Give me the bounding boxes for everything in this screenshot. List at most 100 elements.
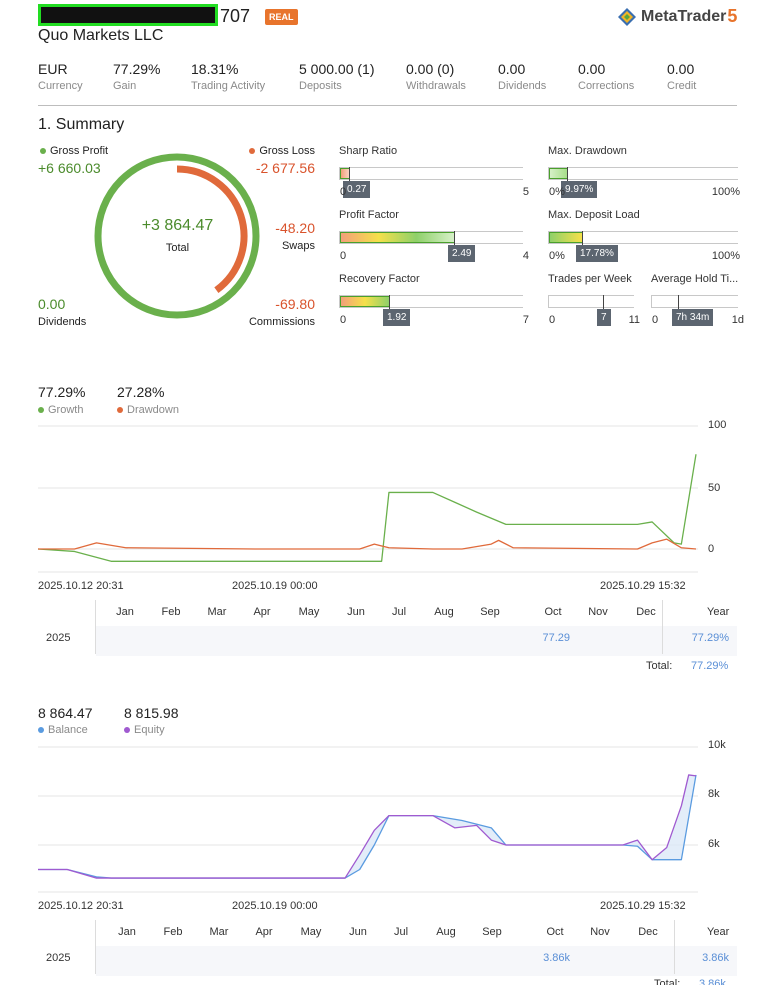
- growth_chart-month-feb: Feb: [161, 606, 181, 618]
- trades_week-value-tag: 7: [597, 309, 611, 326]
- recovery-min: 0: [340, 314, 347, 326]
- balance_chart-month-jun: Jun: [349, 926, 367, 938]
- sharp-min: 0: [340, 186, 347, 198]
- growth-value: 77.29%: [38, 384, 86, 400]
- balance_chart-oct-value: 3.86k: [543, 952, 570, 964]
- trades_week-label: Trades per Week: [548, 273, 632, 285]
- balance_chart-month-jul: Jul: [393, 926, 409, 938]
- balance-legend: Balance: [38, 724, 88, 736]
- balance_chart-month-aug: Aug: [436, 926, 456, 938]
- balance-legend-label: Balance: [48, 724, 88, 736]
- stat-label-1: Gain: [113, 80, 137, 92]
- total-value: +3 864.47: [141, 217, 214, 234]
- growth_chart-oct-value: 77.29: [542, 632, 570, 644]
- drawdown-marker: [567, 167, 568, 189]
- hold_time-label: Average Hold Ti...: [651, 273, 738, 285]
- balance-total-value: 3.86k: [699, 978, 726, 985]
- profit_factor-track: [339, 231, 523, 244]
- trades_week-marker: [603, 295, 604, 317]
- deposit_load-min: 0%: [549, 250, 565, 262]
- hold_time-marker: [678, 295, 679, 317]
- balance-svg-fill-area: [38, 774, 696, 879]
- balance_chart-year-header: Year: [707, 926, 730, 938]
- metatrader-logo-text: MetaTrader: [641, 7, 727, 25]
- stat-value-3: 5 000.00 (1): [299, 61, 375, 77]
- balance_chart-month-oct: Oct: [546, 926, 564, 938]
- balance-svg-series-balance: [38, 774, 697, 879]
- total-label: Total: [165, 242, 190, 254]
- stats-divider: [38, 105, 737, 106]
- hold_time-value-tag: 7h 34m: [672, 309, 714, 326]
- sharp-value-tag: 0.27: [343, 181, 371, 198]
- drawdown-legend-label: Drawdown: [127, 404, 179, 416]
- gross-loss-label: Gross Loss: [259, 145, 315, 157]
- recovery-marker: [389, 295, 390, 317]
- growth_chart-month-mar: Mar: [207, 606, 227, 618]
- profit_factor-fill: [340, 232, 455, 243]
- hold_time-track: [651, 295, 738, 308]
- balance-total-label: Total:: [654, 978, 681, 985]
- commissions-value: -69.80: [275, 296, 315, 312]
- growth_chart-year-header: Year: [707, 606, 730, 618]
- growth-legend-label: Growth: [48, 404, 84, 416]
- gross-loss-legend: Gross Loss: [249, 145, 315, 157]
- stat-value-4: 0.00 (0): [406, 61, 455, 77]
- account-number-suffix: 707: [220, 6, 251, 26]
- growth_chart-month-aug: Aug: [434, 606, 454, 618]
- account-type-badge: REAL: [265, 9, 298, 25]
- balance_chart-divider-left: [95, 920, 96, 974]
- recovery-fill: [340, 296, 390, 307]
- dividends-label: Dividends: [38, 316, 87, 328]
- swaps-label: Swaps: [281, 240, 315, 252]
- balance_chart-month-may: May: [300, 926, 322, 938]
- drawdown-value: 27.28%: [117, 384, 165, 400]
- recovery-track: [339, 295, 523, 308]
- growth-xlabel-start: 2025.10.12 20:31: [38, 580, 124, 592]
- profit_factor-marker: [454, 231, 455, 253]
- loss-arc: [176, 165, 248, 294]
- drawdown-track: [548, 167, 738, 180]
- redacted-account-number: [38, 4, 218, 26]
- dividends-value: 0.00: [38, 296, 66, 312]
- recovery-value-tag: 1.92: [383, 309, 411, 326]
- deposit_load-marker: [582, 231, 583, 253]
- drawdown-max: 100%: [711, 186, 740, 198]
- stat-value-2: 18.31%: [191, 61, 239, 77]
- gross-profit-value: +6 660.03: [38, 160, 101, 176]
- balance-value: 8 864.47: [38, 705, 93, 721]
- balance-chart: [38, 746, 698, 893]
- trades_week-track: [548, 295, 634, 308]
- growth-total-value: 77.29%: [691, 660, 729, 672]
- growth_chart-divider-left: [95, 600, 96, 654]
- swaps-value: -48.20: [275, 220, 315, 236]
- balance_chart-month-dec: Dec: [638, 926, 658, 938]
- growth_chart-month-jun: Jun: [347, 606, 365, 618]
- growth-legend: Growth: [38, 404, 83, 416]
- balance_chart-month-feb: Feb: [163, 926, 183, 938]
- growth_chart-divider-right: [662, 600, 663, 654]
- recovery-label: Recovery Factor: [339, 273, 420, 285]
- growth-xlabel-mid: 2025.10.19 00:00: [232, 580, 318, 592]
- growth-svg-series-growth: [38, 454, 697, 562]
- growth_chart-row-bg: [96, 626, 737, 656]
- balance_chart-month-mar: Mar: [209, 926, 229, 938]
- balance_chart-row-year: 2025: [46, 952, 71, 964]
- gross-profit-legend: Gross Profit: [40, 145, 108, 157]
- sharp-label: Sharp Ratio: [339, 145, 398, 157]
- metatrader-logo: MetaTrader 5: [617, 6, 737, 27]
- growth_chart-month-sep: Sep: [480, 606, 500, 618]
- growth_chart-month-oct: Oct: [544, 606, 562, 618]
- metatrader-logo-icon: [618, 7, 636, 26]
- broker-name: Quo Markets LLC: [38, 27, 164, 44]
- equity-value: 8 815.98: [124, 705, 179, 721]
- stat-value-1: 77.29%: [113, 61, 161, 77]
- stat-label-5: Dividends: [498, 80, 547, 92]
- balance_chart-month-sep: Sep: [482, 926, 502, 938]
- growth-ytick-50: 50: [708, 482, 721, 494]
- growth-monthly-table: Jan Feb Mar Apr May Jun Jul Aug Sep Oct Nov Dec Year…: [38, 600, 737, 658]
- sharp-marker: [349, 167, 350, 189]
- hold_time-fill: [652, 296, 679, 307]
- drawdown-fill: [549, 168, 568, 179]
- deposit_load-value-tag: 17.78%: [576, 245, 618, 262]
- balance-xlabel-end: 2025.10.29 15:32: [600, 900, 686, 912]
